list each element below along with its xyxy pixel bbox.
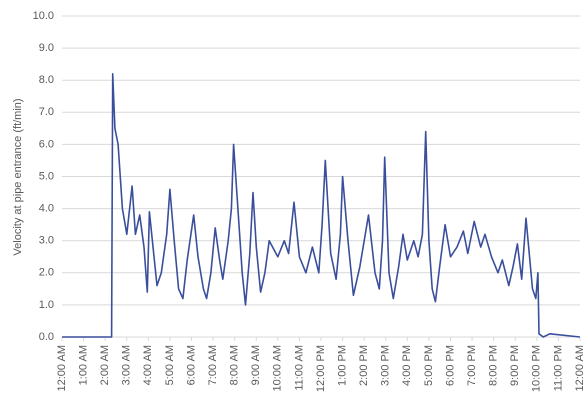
x-tick-label: 12:00 AM bbox=[56, 345, 68, 391]
y-tick-label: 6.0 bbox=[39, 138, 54, 150]
x-tick-label: 1:00 PM bbox=[336, 345, 348, 386]
x-tick-label: 8:00 PM bbox=[488, 345, 500, 386]
x-tick-label: 11:00 AM bbox=[293, 345, 305, 391]
y-tick-label: 2.0 bbox=[39, 267, 54, 279]
x-tick-label: 2:00 PM bbox=[358, 345, 370, 386]
x-tick-label: 3:00 PM bbox=[380, 345, 392, 386]
x-tick-label: 5:00 AM bbox=[164, 345, 176, 385]
x-tick-label: 1:00 AM bbox=[77, 345, 89, 385]
x-tick-label: 2:00 AM bbox=[99, 345, 111, 385]
x-tick-label: 8:00 AM bbox=[229, 345, 241, 385]
x-tick-label: 9:00 AM bbox=[250, 345, 262, 385]
x-tick-label: 6:00 AM bbox=[185, 345, 197, 385]
y-tick-label: 4.0 bbox=[39, 203, 54, 215]
x-tick-label: 10:00 PM bbox=[531, 345, 543, 392]
y-tick-label: 0.0 bbox=[39, 331, 54, 343]
x-tick-label: 9:00 PM bbox=[509, 345, 521, 386]
y-tick-label: 10.0 bbox=[33, 10, 54, 22]
x-tick-label: 7:00 PM bbox=[466, 345, 478, 386]
y-axis-title: Velocity at pipe entrance (ft/min) bbox=[12, 98, 24, 255]
x-tick-label: 5:00 PM bbox=[423, 345, 435, 386]
y-tick-label: 7.0 bbox=[39, 106, 54, 118]
x-tick-label: 10:00 AM bbox=[272, 345, 284, 391]
x-tick-label: 11:00 PM bbox=[552, 345, 564, 391]
y-tick-label: 5.0 bbox=[39, 170, 54, 182]
x-tick-label: 12:00 AM bbox=[574, 345, 586, 391]
y-tick-label: 3.0 bbox=[39, 235, 54, 247]
y-tick-label: 8.0 bbox=[39, 74, 54, 86]
x-tick-label: 7:00 AM bbox=[207, 345, 219, 385]
y-tick-label: 9.0 bbox=[39, 42, 54, 54]
y-tick-label: 1.0 bbox=[39, 299, 54, 311]
x-tick-label: 4:00 PM bbox=[401, 345, 413, 386]
x-tick-label: 6:00 PM bbox=[444, 345, 456, 386]
x-tick-label: 12:00 PM bbox=[315, 345, 327, 392]
x-tick-label: 4:00 AM bbox=[142, 345, 154, 385]
series-line bbox=[62, 73, 581, 338]
x-tick-label: 3:00 AM bbox=[121, 345, 133, 385]
